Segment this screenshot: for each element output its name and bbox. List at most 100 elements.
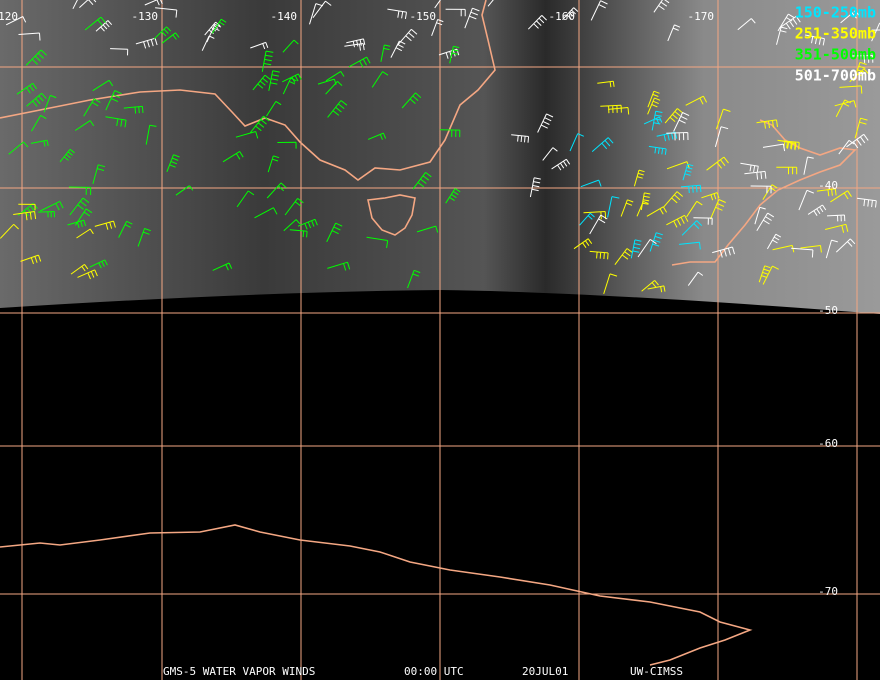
wind-barb bbox=[744, 170, 767, 180]
wind-barb bbox=[647, 90, 660, 108]
wind-barb bbox=[18, 203, 36, 211]
wind-barb bbox=[20, 254, 42, 265]
wind-barb bbox=[13, 211, 37, 221]
wind-barb bbox=[766, 233, 782, 250]
wind-barb bbox=[235, 131, 259, 139]
wind-barb bbox=[283, 219, 301, 232]
wind-barb bbox=[18, 32, 41, 41]
wind-barb bbox=[529, 177, 541, 198]
coast-australia bbox=[0, 0, 496, 181]
wind-barb bbox=[824, 223, 849, 233]
footer-text: GMS-5 WATER VAPOR WINDS bbox=[163, 665, 315, 678]
wind-barb bbox=[92, 164, 106, 185]
wind-barb bbox=[266, 100, 282, 117]
wind-barb bbox=[856, 197, 877, 208]
wind-barb bbox=[267, 155, 280, 173]
longitude-label: -160 bbox=[549, 10, 576, 23]
wind-barb bbox=[798, 189, 814, 211]
wind-barb bbox=[580, 179, 602, 188]
wind-barb bbox=[250, 115, 270, 133]
wind-barb bbox=[816, 188, 837, 197]
wind-barb bbox=[110, 48, 129, 56]
wind-barb bbox=[803, 156, 814, 175]
wind-barb bbox=[714, 126, 729, 148]
legend-entry: 251-350mb bbox=[795, 25, 876, 43]
wind-barb bbox=[0, 223, 19, 239]
wind-barb bbox=[76, 228, 94, 239]
wind-barb bbox=[282, 39, 299, 53]
wind-barb bbox=[327, 100, 348, 118]
wind-barb bbox=[537, 113, 554, 133]
wind-barb bbox=[145, 124, 157, 145]
wind-barb bbox=[826, 214, 846, 222]
wind-barb bbox=[30, 139, 49, 147]
wind-barb bbox=[709, 199, 726, 220]
wind-barb bbox=[649, 232, 663, 252]
wind-barb bbox=[706, 156, 729, 171]
latitude-label: -70 bbox=[818, 585, 838, 598]
wind-barb bbox=[685, 95, 708, 106]
wind-barb bbox=[254, 207, 278, 219]
wind-barb bbox=[289, 229, 308, 238]
wind-barb bbox=[449, 45, 460, 64]
wind-barb bbox=[396, 28, 418, 46]
wind-barb bbox=[31, 114, 47, 132]
wind-barb bbox=[212, 262, 233, 271]
wind-barb bbox=[762, 265, 779, 285]
wind-barb bbox=[562, 7, 579, 21]
wind-barb bbox=[715, 108, 731, 130]
wind-barb bbox=[834, 100, 857, 108]
wind-barb bbox=[39, 200, 64, 212]
wind-barb bbox=[344, 43, 365, 51]
wind-barb bbox=[367, 132, 387, 140]
wind-barb bbox=[637, 238, 657, 258]
wind-barb bbox=[464, 7, 480, 29]
wind-barb bbox=[648, 145, 667, 155]
wind-barb bbox=[590, 0, 608, 21]
wind-barb bbox=[105, 90, 122, 111]
wind-barb bbox=[401, 92, 422, 109]
wind-barb bbox=[445, 188, 461, 204]
wind-barb bbox=[835, 238, 856, 253]
wind-barb bbox=[407, 269, 421, 289]
wind-barb bbox=[312, 0, 332, 19]
wind-barb bbox=[70, 263, 89, 275]
wind-barb bbox=[380, 44, 391, 62]
wind-barb bbox=[5, 16, 27, 26]
wind-barb bbox=[871, 29, 880, 31]
wind-barb bbox=[551, 158, 571, 171]
wind-barb bbox=[95, 20, 113, 32]
wind-barb bbox=[662, 191, 684, 208]
wind-barb bbox=[144, 0, 163, 6]
wind-barb bbox=[591, 137, 614, 152]
wind-barb bbox=[38, 211, 55, 218]
wind-barb bbox=[94, 220, 116, 230]
footer-text: 00:00 UTC bbox=[404, 665, 464, 678]
wind-barb bbox=[8, 141, 29, 155]
wind-barb bbox=[266, 182, 287, 199]
wind-barb bbox=[804, 34, 825, 46]
wind-barb bbox=[666, 161, 690, 170]
footer-text: UW-CIMSS bbox=[630, 665, 683, 678]
wind-barb bbox=[390, 40, 406, 58]
wind-barb bbox=[527, 15, 547, 30]
wind-barb bbox=[666, 132, 689, 141]
wind-barb bbox=[317, 78, 337, 85]
wind-barb bbox=[84, 16, 106, 31]
wind-barb bbox=[573, 238, 593, 250]
wind-barb bbox=[137, 228, 151, 247]
wind-barb bbox=[853, 61, 867, 82]
wind-barb bbox=[59, 148, 75, 163]
wind-barb bbox=[155, 7, 178, 18]
wind-barb bbox=[346, 38, 366, 48]
wind-barb bbox=[740, 162, 759, 173]
wind-barb bbox=[636, 200, 649, 217]
wind-barb bbox=[445, 8, 466, 17]
wind-barb bbox=[118, 220, 133, 238]
wind-barb bbox=[74, 120, 95, 131]
longitude-label: -130 bbox=[132, 10, 159, 23]
wind-barb bbox=[647, 97, 661, 115]
wind-barb bbox=[607, 196, 620, 218]
wind-barb bbox=[135, 37, 158, 49]
